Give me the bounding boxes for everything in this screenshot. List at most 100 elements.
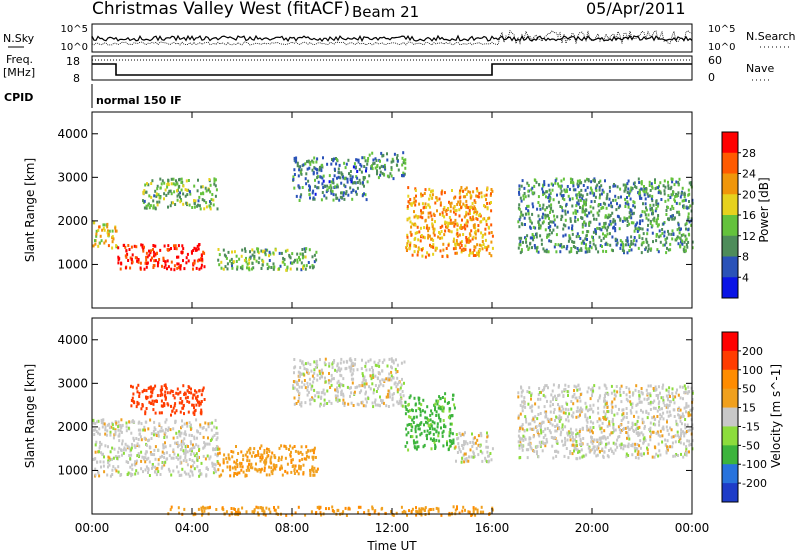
scatter-cell — [610, 201, 612, 205]
scatter-cell — [665, 388, 668, 392]
scatter-cell — [607, 213, 610, 217]
scatter-cell — [468, 209, 471, 212]
scatter-cell — [265, 460, 268, 464]
scatter-cell — [608, 433, 611, 437]
scatter-cell — [533, 178, 536, 182]
scatter-cell — [604, 221, 607, 225]
scatter-cell — [462, 433, 465, 437]
scatter-cell — [309, 161, 312, 164]
scatter-cell — [584, 250, 587, 254]
scatter-cell — [297, 450, 300, 454]
scatter-cell — [624, 444, 627, 448]
scatter-cell — [528, 216, 531, 220]
scatter-cell — [571, 197, 574, 201]
scatter-cell — [104, 425, 107, 429]
scatter-cell — [623, 415, 626, 419]
scatter-cell — [467, 212, 470, 216]
scatter-cell — [454, 242, 457, 246]
scatter-cell — [598, 185, 601, 189]
scatter-cell — [640, 408, 642, 412]
scatter-cell — [382, 165, 385, 169]
scatter-cell — [260, 468, 262, 472]
scatter-cell — [535, 446, 538, 450]
scatter-cell — [517, 434, 520, 438]
scatter-cell — [682, 430, 684, 434]
scatter-cell — [414, 430, 417, 434]
scatter-cell — [554, 449, 556, 453]
scatter-cell — [401, 390, 404, 393]
scatter-cell — [421, 202, 424, 206]
scatter-cell — [197, 444, 200, 448]
scatter-cell — [552, 228, 555, 232]
scatter-cell — [637, 450, 640, 454]
scatter-cell — [193, 246, 196, 250]
scatter-cell — [592, 410, 594, 414]
scatter-cell — [590, 407, 593, 411]
scatter-cell — [577, 450, 579, 454]
scatter-cell — [634, 224, 637, 228]
scatter-cell — [236, 511, 239, 515]
scatter-cell — [151, 256, 153, 260]
scatter-cell — [324, 363, 327, 367]
scatter-cell — [640, 431, 643, 435]
scatter-cell — [598, 386, 601, 390]
scatter-cell — [449, 431, 452, 435]
scatter-cell — [527, 194, 530, 198]
scatter-cell — [662, 222, 665, 226]
scatter-cell — [638, 400, 641, 404]
scatter-cell — [461, 218, 463, 222]
scatter-cell — [204, 457, 207, 461]
scatter-cell — [165, 418, 168, 422]
scatter-cell — [602, 435, 605, 439]
scatter-cell — [691, 240, 694, 244]
scatter-cell — [455, 208, 458, 212]
scatter-cell — [155, 399, 158, 403]
scatter-cell — [317, 395, 320, 399]
scatter-cell — [322, 174, 325, 178]
scatter-cell — [272, 251, 275, 255]
scatter-cell — [374, 363, 377, 367]
scatter-cell — [622, 412, 625, 416]
scatter-cell — [602, 232, 604, 236]
scatter-cell — [398, 401, 401, 405]
scatter-cell — [640, 251, 643, 255]
scatter-cell — [345, 190, 348, 194]
scatter-cell — [570, 249, 573, 253]
scatter-cell — [527, 189, 530, 193]
scatter-cell — [180, 181, 183, 184]
scatter-cell — [623, 216, 626, 220]
scatter-cell — [678, 236, 681, 240]
scatter-cell — [643, 436, 646, 440]
scatter-cell — [280, 251, 283, 255]
scatter-cell — [544, 415, 547, 419]
scatter-cell — [406, 217, 409, 221]
scatter-cell — [160, 385, 163, 389]
scatter-cell — [261, 456, 264, 460]
scatter-cell — [232, 450, 235, 454]
scatter-cell — [687, 404, 690, 408]
scatter-cell — [313, 360, 316, 364]
scatter-cell — [222, 248, 225, 252]
scatter-cell — [304, 267, 307, 271]
scatter-cell — [128, 454, 131, 457]
scatter-cell — [590, 440, 593, 444]
scatter-cell — [658, 420, 661, 424]
scatter-cell — [364, 159, 367, 163]
scatter-cell — [428, 226, 431, 230]
scatter-cell — [548, 239, 551, 243]
colorbar-segment — [722, 173, 738, 195]
scatter-cell — [343, 177, 346, 181]
scatter-cell — [521, 400, 524, 404]
scatter-cell — [161, 465, 164, 469]
scatter-cell — [307, 159, 310, 163]
scatter-cell — [658, 407, 661, 411]
scatter-cell — [334, 185, 337, 189]
scatter-cell — [659, 181, 662, 185]
scatter-cell — [588, 222, 590, 226]
scatter-cell — [635, 422, 638, 426]
scatter-cell — [622, 444, 625, 448]
scatter-cell — [143, 245, 145, 249]
scatter-cell — [545, 214, 548, 218]
scatter-cell — [658, 449, 661, 453]
scatter-cell — [579, 428, 582, 432]
